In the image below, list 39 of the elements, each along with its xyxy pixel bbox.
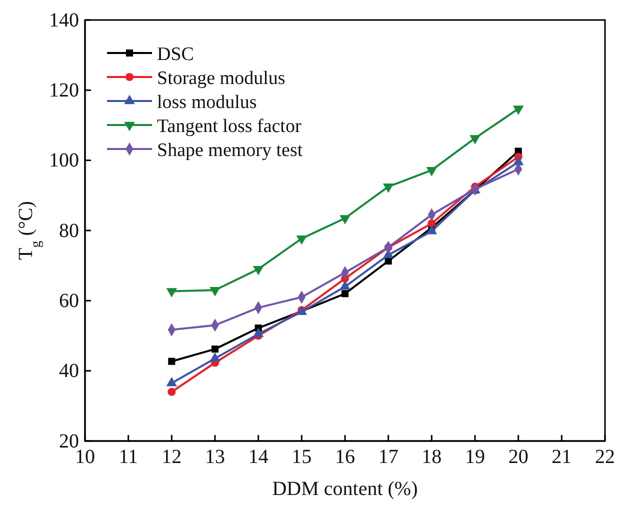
x-tick-label: 17 — [378, 446, 398, 468]
y-tick-label: 40 — [59, 360, 79, 382]
legend-label: Tangent loss factor — [157, 116, 302, 137]
x-tick-label: 21 — [552, 446, 572, 468]
x-tick-label: 11 — [118, 446, 138, 468]
y-tick-label: 140 — [49, 9, 79, 32]
y-tick-label: 120 — [49, 80, 79, 102]
point — [210, 352, 220, 362]
x-tick-label: 18 — [422, 446, 442, 468]
point — [168, 358, 176, 365]
point — [166, 376, 178, 386]
point — [296, 235, 308, 245]
x-tick-label: 12 — [162, 446, 182, 468]
point — [382, 184, 394, 193]
legend-label: DSC — [157, 44, 194, 65]
x-tick-label: 22 — [595, 446, 615, 468]
x-tick-label: 14 — [248, 446, 268, 468]
x-tick-label: 20 — [508, 446, 528, 468]
point — [512, 106, 524, 115]
legend-label: Shape memory test — [157, 140, 304, 161]
x-tick-label: 16 — [335, 446, 355, 468]
y-tick-label: 60 — [59, 290, 79, 312]
point — [252, 328, 264, 338]
point — [341, 290, 349, 298]
point — [340, 215, 350, 224]
x-axis-title: DDM content (%) — [272, 478, 418, 500]
point — [252, 266, 264, 276]
point — [426, 167, 438, 176]
x-tick-label: 19 — [465, 446, 485, 468]
legend-label: Storage modulus — [157, 68, 286, 89]
point — [211, 346, 219, 353]
y-tick-label: 80 — [59, 220, 79, 242]
x-tick-label: 13 — [205, 446, 225, 468]
point — [384, 257, 392, 265]
legend-label: loss modulus — [157, 92, 257, 113]
point — [470, 135, 480, 144]
point — [168, 388, 176, 396]
x-tick-label: 15 — [292, 446, 312, 468]
y-tick-label: 100 — [49, 150, 79, 172]
